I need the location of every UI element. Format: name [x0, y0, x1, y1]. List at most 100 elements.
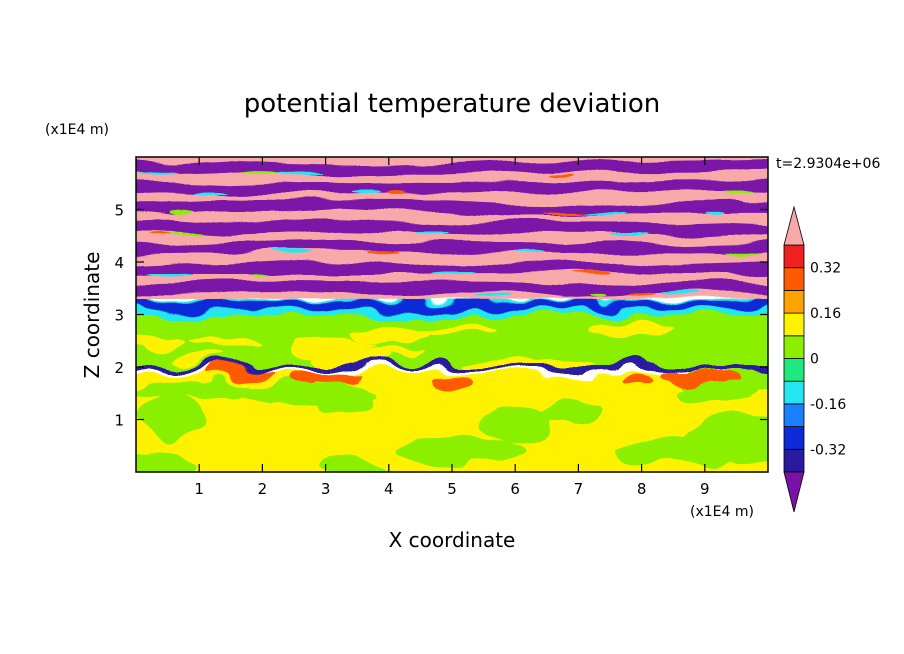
middle-eddy — [326, 341, 363, 349]
lower-eddy — [683, 420, 768, 457]
colorbar-bin — [783, 267, 805, 291]
lower-eddy — [318, 456, 383, 472]
x-tick-label: 9 — [700, 480, 710, 498]
stripe-edge-detail — [516, 252, 546, 256]
transition-band-core — [136, 300, 768, 309]
y-tick-label: 5 — [114, 202, 124, 220]
stripe-edge-detail — [366, 252, 400, 256]
upper-stripe — [136, 280, 768, 298]
middle-eddy — [525, 359, 598, 367]
lower-eddy — [144, 392, 200, 439]
inversion-eddy — [431, 374, 474, 386]
stripe-edge-detail — [476, 292, 514, 296]
inversion-eddy — [289, 373, 314, 388]
colorbar-bin — [783, 426, 805, 450]
stripe-edge-detail — [628, 292, 655, 296]
stripe-edge-detail — [146, 272, 194, 276]
inversion-line — [136, 365, 768, 369]
stripe-edge-detail — [591, 292, 608, 296]
stripe-edge-detail — [540, 211, 587, 215]
colorbar-bin — [783, 289, 805, 314]
stripe-edge-detail — [351, 191, 382, 195]
colorbar-bin — [783, 358, 805, 382]
inversion-eddy — [205, 367, 269, 379]
y-axis-ticks: 1 2 3 4 5 — [114, 202, 768, 430]
upper-stripe — [136, 239, 768, 255]
stripe-edge-detail — [703, 211, 723, 215]
upper-stripe — [136, 199, 768, 216]
y-tick-label: 4 — [114, 254, 124, 272]
colorbar-label: 0 — [810, 352, 819, 368]
middle-eddy — [311, 349, 388, 369]
x-tick-label: 1 — [194, 480, 204, 498]
middle-eddy — [588, 320, 674, 337]
upper-field — [136, 157, 768, 299]
stripe-edge-detail — [167, 211, 195, 215]
time-label: t=2.9304e+06 — [776, 156, 880, 172]
colorbar-top-arrow — [783, 205, 805, 246]
stripe-edge-detail — [149, 231, 172, 235]
colorbar-bin — [783, 244, 805, 269]
stripe-edge-detail — [723, 252, 760, 256]
y-tick-label: 1 — [114, 412, 124, 430]
colorbar-label: -0.32 — [810, 442, 846, 458]
upper-stripe — [136, 260, 768, 277]
stripe-edge-detail — [271, 252, 314, 256]
x-tick-label: 6 — [510, 480, 520, 498]
y-tick-label: 3 — [114, 307, 124, 325]
stripe-edge-detail — [583, 211, 626, 215]
plot-field — [136, 157, 768, 472]
lower-eddy — [136, 446, 198, 472]
inversion-eddy — [615, 374, 653, 387]
lower-eddy — [481, 401, 556, 444]
x-tick-label: 7 — [574, 480, 584, 498]
colorbar-bin — [783, 312, 805, 337]
stripe-edge-detail — [387, 191, 406, 195]
lower-eddy — [136, 380, 260, 398]
colorbar-bottom-arrow — [783, 471, 805, 513]
y-tick-label: 2 — [114, 359, 124, 377]
stripe-edge-detail — [194, 191, 229, 195]
x-tick-label: 2 — [258, 480, 268, 498]
colorbar-label: 0.16 — [810, 306, 841, 322]
stripe-edge-detail — [415, 231, 451, 235]
x-axis-label: X coordinate — [389, 528, 516, 552]
stripe-edge-detail — [720, 191, 755, 195]
stripe-edge-detail — [610, 231, 650, 235]
stripe-edge-detail — [168, 231, 208, 235]
colorbar-bin — [783, 403, 805, 427]
stripe-edge-detail — [243, 171, 279, 175]
x-tick-label: 8 — [637, 480, 647, 498]
middle-eddy — [165, 355, 229, 364]
colorbar-label: 0.32 — [810, 261, 841, 277]
lower-eddy — [315, 379, 368, 420]
upper-stripe — [136, 179, 768, 196]
colorbar-bin — [783, 448, 805, 473]
chart-title: potential temperature deviation — [244, 89, 660, 119]
middle-eddy — [350, 323, 434, 344]
lower-eddy — [544, 401, 607, 426]
x-tick-label: 3 — [321, 480, 331, 498]
upper-stripe — [136, 219, 768, 237]
stripe-edge-detail — [253, 272, 270, 276]
lower-field — [136, 298, 768, 472]
x-tick-label: 4 — [384, 480, 394, 498]
colorbar-label: -0.16 — [810, 397, 846, 413]
y-axis-label: Z coordinate — [80, 252, 104, 379]
inversion-eddy — [677, 369, 735, 381]
stripe-edge-detail — [428, 272, 474, 276]
x-unit-label: (x1E4 m) — [690, 504, 754, 520]
middle-eddy — [186, 340, 260, 347]
colorbar-bin — [783, 335, 805, 359]
inversion-eddy — [660, 368, 687, 378]
stripe-edge-detail — [549, 171, 576, 175]
stripe-edge-detail — [569, 272, 612, 276]
x-axis-ticks: 1 2 3 4 5 6 7 8 9 — [194, 157, 710, 498]
colorbar: 0.32 0.16 0 -0.16 -0.32 — [783, 205, 846, 513]
colorbar-bin — [783, 380, 805, 405]
lower-eddy — [398, 436, 521, 468]
middle-eddy — [423, 325, 495, 335]
stripe-edge-detail — [659, 292, 701, 296]
stripe-edge-detail — [138, 171, 180, 175]
